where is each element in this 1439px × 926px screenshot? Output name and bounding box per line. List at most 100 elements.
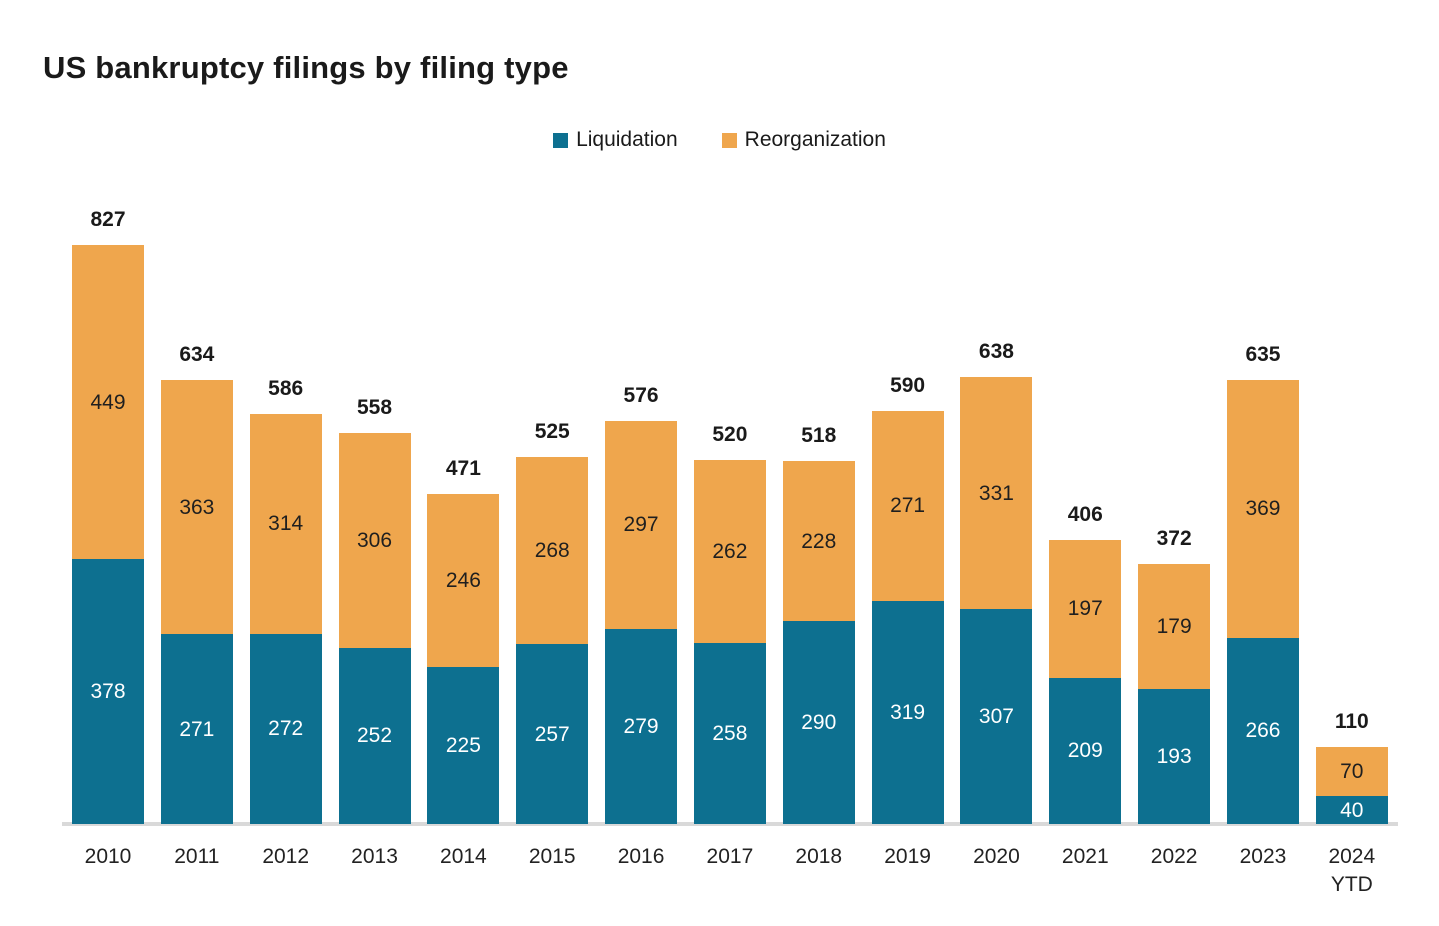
segment-value-label: 271: [890, 494, 926, 518]
bar-stack: 297 279: [605, 420, 678, 824]
bar-column-2019: 590 271 319: [871, 375, 944, 824]
x-axis-label: 2012: [262, 845, 310, 868]
bar-stack: 314 272: [249, 413, 322, 824]
reorganization-segment: 197: [1049, 539, 1122, 678]
segment-value-label: 268: [534, 538, 570, 562]
segment-value-label: 70: [1340, 760, 1364, 783]
bar-stack: 246 225: [427, 494, 500, 824]
bar-column-2012: 586 314 272: [249, 376, 322, 824]
liquidation-segment: 225: [427, 666, 500, 824]
segment-value-label: 252: [357, 724, 393, 748]
bar-column-2016: 576 297 279: [605, 383, 678, 824]
segment-value-label: 258: [712, 722, 748, 746]
legend-item-reorganization: Reorganization: [721, 128, 886, 152]
x-axis-label: 2014: [440, 845, 487, 868]
liquidation-segment: 193: [1138, 688, 1211, 824]
segment-value-label: 279: [623, 714, 659, 738]
legend-label-liquidation: Liquidation: [576, 128, 678, 151]
x-axis-label: 2015: [528, 845, 576, 868]
reorganization-segment: 297: [605, 420, 678, 629]
total-label: 634: [179, 343, 215, 367]
bar-column-2011: 634 363 271: [160, 343, 233, 824]
segment-value-label: 297: [623, 513, 659, 537]
bar-stack: 449 378: [72, 245, 144, 824]
segment-value-label: 40: [1340, 798, 1364, 822]
bar-column-2014: 471 246 225: [427, 458, 500, 824]
total-label: 638: [978, 340, 1014, 364]
reorganization-segment: 179: [1138, 563, 1211, 689]
reorganization-swatch-icon: [721, 132, 737, 148]
segment-value-label: 271: [179, 717, 215, 741]
reorganization-segment: 70: [1315, 747, 1388, 796]
total-label: 110: [1334, 710, 1369, 733]
bar-stack: 363 271: [160, 380, 233, 824]
bar-column-2010: 827 449 378: [72, 209, 144, 824]
segment-value-label: 193: [1156, 744, 1192, 768]
segment-value-label: 262: [712, 540, 748, 564]
liquidation-segment: 209: [1049, 677, 1122, 824]
total-label: 827: [90, 208, 126, 232]
reorganization-segment: 369: [1226, 379, 1299, 638]
reorganization-segment: 306: [338, 433, 411, 648]
total-label: 635: [1245, 342, 1281, 366]
total-label: 372: [1156, 526, 1192, 550]
segment-value-label: 246: [445, 568, 481, 592]
segment-value-label: 369: [1245, 497, 1281, 521]
bar-column-2023: 635 369 266: [1226, 342, 1299, 824]
x-axis-label: 2016: [617, 845, 665, 868]
x-axis-label: 2022: [1150, 845, 1198, 868]
liquidation-segment: 307: [960, 609, 1033, 824]
reorganization-segment: 449: [72, 245, 144, 560]
liquidation-segment: 271: [160, 634, 233, 824]
liquidation-segment: 266: [1226, 637, 1299, 824]
bar-stack: 271 319: [871, 411, 944, 824]
bar-stack: 306 252: [338, 433, 411, 824]
bar-stack: 70 40: [1315, 747, 1388, 824]
x-axis-label: 2020: [973, 845, 1020, 868]
segment-value-label: 209: [1067, 739, 1103, 763]
total-label: 586: [268, 376, 304, 400]
x-axis-label: 2021: [1061, 845, 1109, 868]
reorganization-segment: 271: [871, 411, 944, 601]
legend-label-reorganization: Reorganization: [744, 128, 886, 151]
segment-value-label: 319: [890, 700, 926, 724]
reorganization-segment: 268: [516, 456, 589, 645]
segment-value-label: 225: [445, 733, 481, 757]
bar-column-2022: 372 179 193: [1138, 526, 1211, 824]
x-axis-labels: 2010 2011 2012 2013 2014 2015 2016 2017 2018 2019…: [72, 843, 1388, 900]
reorganization-segment: 228: [782, 461, 855, 621]
bar-column-2024: 110 70 40: [1315, 710, 1388, 824]
reorganization-segment: 262: [693, 460, 766, 644]
segment-value-label: 197: [1067, 597, 1103, 621]
liquidation-segment: 272: [249, 633, 322, 824]
bar-stack: 228 290: [782, 461, 855, 824]
legend: Liquidation Reorganization: [0, 128, 1439, 152]
x-axis-label: 2024 YTD: [1328, 845, 1376, 897]
x-axis-label: 2010: [84, 845, 132, 868]
bar-column-2018: 518 228 290: [782, 424, 855, 824]
total-label: 576: [623, 383, 659, 407]
liquidation-segment: 252: [338, 647, 411, 824]
bar-stack: 331 307: [960, 377, 1033, 824]
reorganization-segment: 331: [960, 377, 1033, 610]
x-axis-label: 2019: [884, 845, 931, 868]
segment-value-label: 306: [357, 529, 393, 553]
bar-stack: 268 257: [516, 456, 589, 824]
x-axis-label: 2023: [1239, 845, 1287, 868]
segment-value-label: 449: [90, 390, 126, 414]
bar-stack: 197 209: [1049, 539, 1122, 824]
total-label: 518: [801, 424, 837, 448]
bars-row: 827 449 378 634 363 271 586 314 272 558 306 252 471 2…: [72, 190, 1388, 824]
segment-value-label: 331: [978, 481, 1014, 505]
legend-item-liquidation: Liquidation: [553, 128, 678, 152]
segment-value-label: 363: [179, 495, 215, 519]
bar-stack: 369 266: [1226, 379, 1299, 824]
liquidation-segment: 319: [871, 600, 944, 824]
bar-stack: 262 258: [693, 460, 766, 824]
segment-value-label: 290: [801, 711, 837, 734]
bar-column-2021: 406 197 209: [1049, 504, 1122, 824]
reorganization-segment: 314: [249, 413, 322, 634]
liquidation-swatch-icon: [553, 132, 569, 148]
chart-area: 827 449 378 634 363 271 586 314 272 558 306 252 471 2…: [62, 190, 1398, 896]
bar-column-2013: 558 306 252: [338, 397, 411, 824]
